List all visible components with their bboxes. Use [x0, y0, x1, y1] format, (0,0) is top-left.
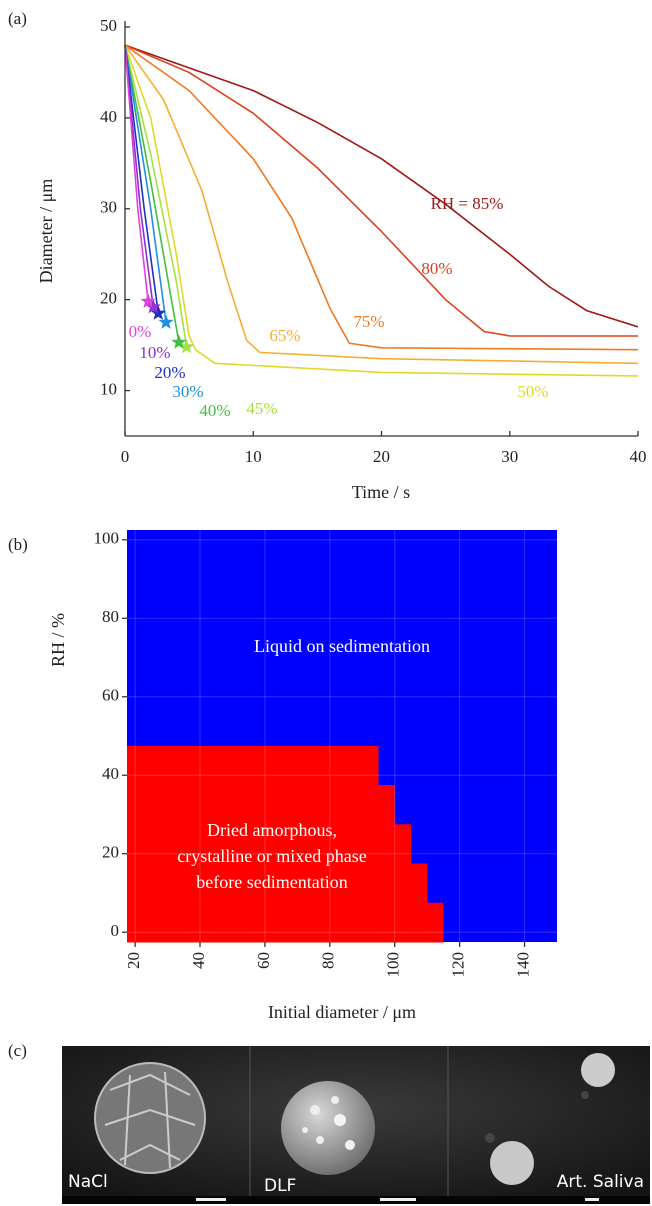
series-label: 30%: [172, 382, 203, 401]
dried-region-row: [127, 883, 428, 904]
nacl-crystal: [94, 1062, 206, 1174]
y-tick-label: 20: [100, 289, 117, 308]
dlf-particle: [281, 1081, 375, 1175]
x-axis-title: Time / s: [352, 482, 410, 502]
annotation: before sedimentation: [196, 872, 347, 892]
end-star: [158, 314, 174, 329]
dried-region-row: [127, 863, 428, 884]
x-tick-label: 80: [319, 952, 338, 969]
x-tick-label: 100: [384, 952, 403, 978]
data-line: [124, 45, 188, 348]
image-caption: NaCl: [68, 1172, 108, 1192]
panel-label: (c): [8, 1041, 27, 1060]
series-label: 0%: [129, 322, 152, 341]
data-line: [124, 45, 154, 308]
y-tick-label: 50: [100, 16, 117, 35]
dried-region-row: [127, 902, 444, 923]
annotation: Dried amorphous,: [207, 820, 337, 840]
series-label: 65%: [269, 326, 300, 345]
series-label: 80%: [421, 259, 452, 278]
y-tick-label: 100: [94, 529, 120, 548]
series-label: RH = 85%: [431, 194, 504, 213]
panel-label: (a): [8, 9, 27, 28]
x-tick-label: 30: [501, 447, 518, 466]
data-line: [124, 45, 167, 323]
data-line: [124, 44, 639, 377]
x-tick-label: 20: [124, 952, 143, 969]
series-label: 20%: [154, 363, 185, 382]
data-line: [124, 44, 639, 328]
data-line: [124, 45, 160, 314]
scale-bar: [196, 1198, 226, 1201]
end-star: [150, 305, 166, 320]
dried-region-row: [127, 765, 379, 786]
x-tick-label: 60: [254, 952, 273, 969]
image-caption: DLF: [264, 1176, 296, 1196]
y-tick-label: 20: [102, 843, 119, 862]
series-label: 75%: [353, 312, 384, 331]
sem-images: [62, 1046, 650, 1204]
y-tick-label: 0: [111, 921, 120, 940]
y-tick-label: 60: [102, 686, 119, 705]
y-tick-label: 10: [100, 379, 117, 398]
scale-strip: [62, 1196, 650, 1204]
x-tick-label: 20: [373, 447, 390, 466]
x-axis-title: Initial diameter / μm: [268, 1002, 416, 1022]
dried-region-row: [127, 785, 395, 806]
x-tick-label: 40: [189, 952, 208, 969]
x-tick-label: 0: [121, 447, 130, 466]
series-label: 40%: [199, 401, 230, 420]
panel-label: (b): [8, 535, 28, 554]
end-star: [179, 338, 195, 354]
series-label: 45%: [246, 399, 277, 418]
y-axis-title: RH / %: [48, 613, 68, 667]
data-line: [124, 44, 638, 337]
data-line: [124, 45, 180, 343]
x-tick-label: 40: [630, 447, 647, 466]
x-tick-label: 10: [245, 447, 262, 466]
dried-region-row: [127, 922, 444, 943]
saliva-droplets: [485, 1053, 615, 1185]
dried-region-row: [127, 745, 379, 766]
scale-bar: [380, 1198, 416, 1201]
y-tick-label: 40: [100, 107, 117, 126]
dried-region-row: [127, 804, 395, 825]
x-tick-label: 140: [513, 952, 532, 978]
y-axis-title: Diameter / μm: [36, 179, 56, 284]
data-line: [124, 45, 149, 302]
dried-region-row: [127, 843, 411, 865]
x-tick-label: 120: [449, 952, 468, 978]
end-star: [145, 298, 161, 314]
end-star: [171, 334, 187, 349]
scale-bar: [585, 1198, 599, 1201]
annotation: Liquid on sedimentation: [254, 636, 430, 656]
data-line: [124, 44, 639, 365]
series-label: 10%: [139, 343, 170, 362]
annotation: crystalline or mixed phase: [177, 846, 366, 866]
y-tick-label: 80: [102, 607, 119, 626]
image-caption: Art. Saliva: [557, 1172, 644, 1192]
end-star: [140, 293, 156, 308]
data-line: [124, 44, 639, 351]
dried-region-row: [127, 824, 411, 845]
y-tick-label: 40: [102, 764, 119, 783]
series-label: 50%: [517, 382, 548, 401]
y-tick-label: 30: [100, 198, 117, 217]
